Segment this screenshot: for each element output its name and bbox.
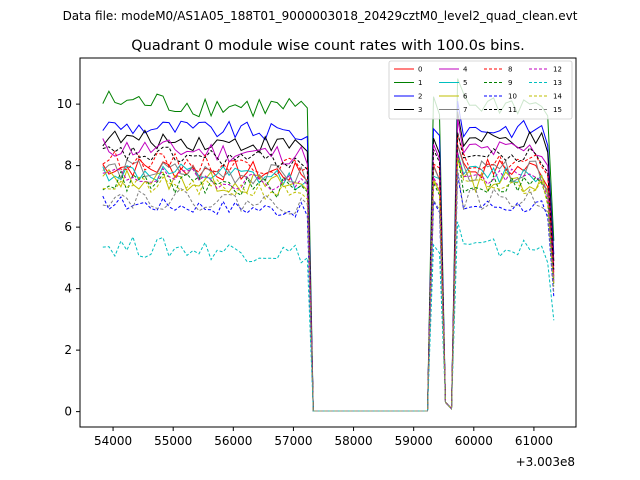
axes-frame (79, 57, 577, 428)
legend-label-9: 9 (508, 79, 512, 87)
legend-label-3: 3 (418, 106, 422, 114)
legend-label-8: 8 (508, 66, 512, 74)
legend-box (388, 60, 573, 120)
plot-lines (102, 78, 555, 412)
supertitle: Data file: modeM0/AS1A05_188T01_90000030… (63, 9, 578, 23)
legend-label-4: 4 (463, 66, 468, 74)
series-line-15 (102, 168, 555, 412)
x-tick-label: 56000 (214, 434, 252, 448)
legend-label-13: 13 (553, 79, 562, 87)
legend-label-0: 0 (418, 66, 422, 74)
x-tick-label: 60000 (455, 434, 493, 448)
y-tick-label: 6 (64, 220, 72, 234)
legend-label-7: 7 (463, 106, 467, 114)
x-axis-offset-label: +3.003e8 (516, 455, 575, 469)
x-tick-label: 57000 (274, 434, 312, 448)
y-tick-label: 2 (64, 343, 72, 357)
legend-label-5: 5 (463, 79, 467, 87)
legend-label-14: 14 (553, 93, 562, 101)
x-tick-label: 55000 (154, 434, 192, 448)
series-line-14 (102, 158, 555, 412)
x-tick-label: 61000 (515, 434, 553, 448)
series-line-11 (102, 132, 555, 412)
y-tick-label: 8 (64, 159, 72, 173)
legend-label-2: 2 (418, 93, 422, 101)
legend-label-12: 12 (553, 66, 562, 74)
legend-label-15: 15 (553, 106, 562, 114)
x-tick-label: 58000 (334, 434, 372, 448)
y-tick-label: 0 (64, 405, 72, 419)
x-tick-label: 54000 (94, 434, 132, 448)
x-tick-label: 59000 (395, 434, 433, 448)
legend-label-10: 10 (508, 93, 517, 101)
series-line-8 (102, 134, 555, 412)
x-axis: 54000 55000 56000 57000 58000 59000 60000 61000 (94, 427, 553, 448)
y-tick-label: 10 (57, 97, 72, 111)
y-tick-label: 4 (64, 282, 72, 296)
legend-label-11: 11 (508, 106, 517, 114)
legend-label-1: 1 (418, 79, 422, 87)
y-axis: 0 2 4 6 8 10 (57, 97, 80, 419)
chart-title: Quadrant 0 module wise count rates with … (131, 38, 525, 54)
legend-label-6: 6 (463, 93, 468, 101)
